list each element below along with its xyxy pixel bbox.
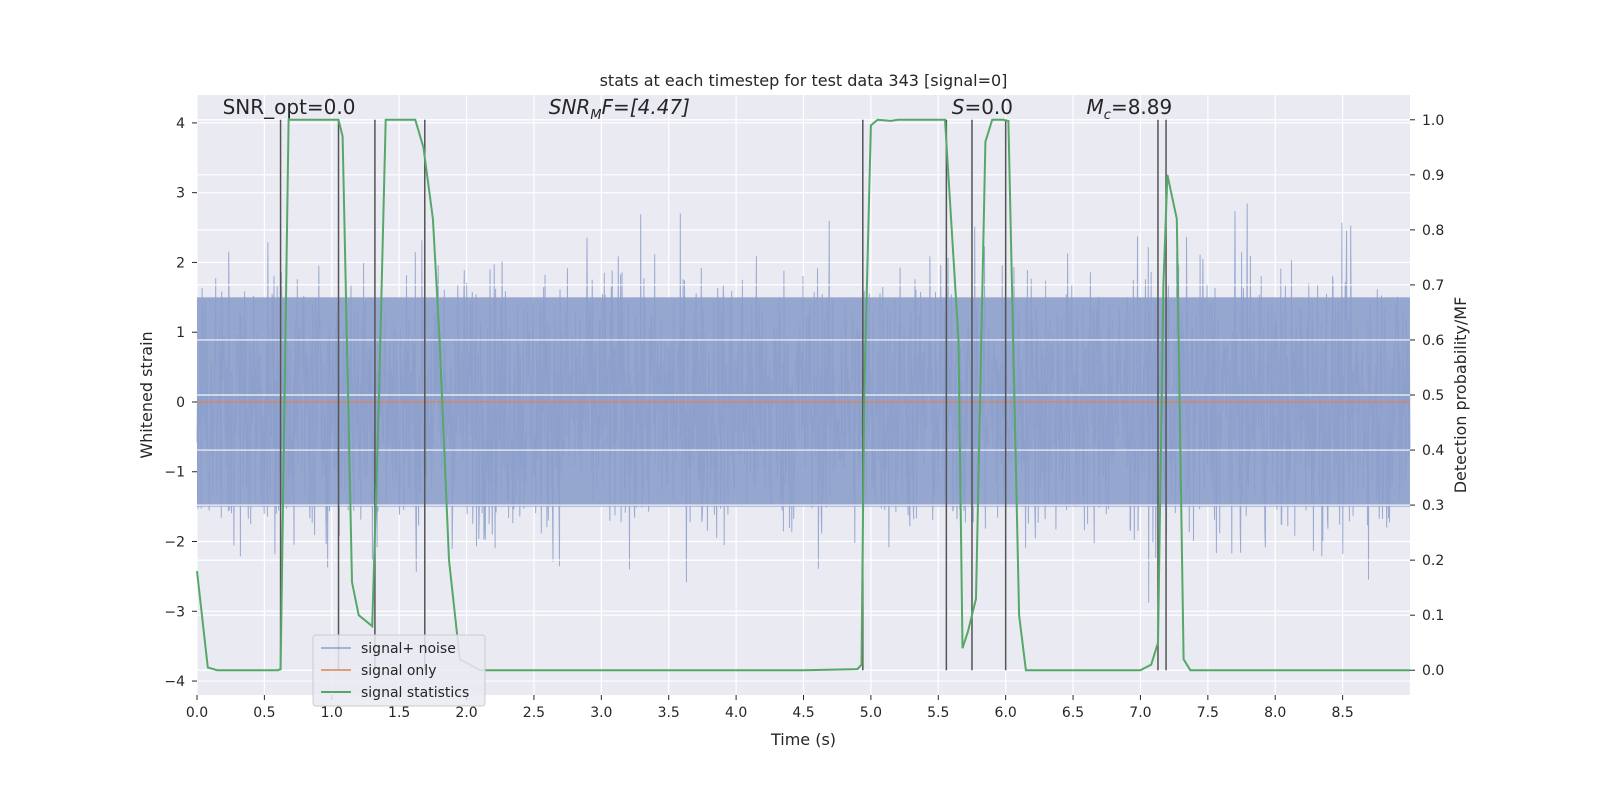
x-tick-label: 1.5 bbox=[388, 705, 410, 721]
signal-statistics-line bbox=[196, 118, 1410, 672]
y2-axis-label: Detection probability/MF bbox=[1451, 297, 1470, 494]
annotation-mc: Mc=8.89 bbox=[1087, 95, 1173, 123]
x-tick-label: 4.5 bbox=[792, 705, 814, 721]
annotation-mc-tail: =8.89 bbox=[1111, 95, 1172, 119]
annotation-snr-opt: SNR_opt=0.0 bbox=[223, 95, 356, 119]
y-tick-label: −1 bbox=[164, 465, 185, 481]
y2-tick-label: 0.4 bbox=[1422, 443, 1444, 459]
y-tick-label: 1 bbox=[176, 325, 185, 341]
x-tick-label: 0.5 bbox=[253, 705, 275, 721]
y-tick-label: 3 bbox=[176, 186, 185, 202]
x-tick-label: 6.0 bbox=[995, 705, 1017, 721]
x-axis-label: Time (s) bbox=[770, 730, 836, 749]
annotation-s-main: S bbox=[952, 95, 965, 119]
series-signal-statistics bbox=[196, 118, 1410, 672]
x-tick-label: 7.5 bbox=[1197, 705, 1219, 721]
x-tick-label: 8.0 bbox=[1264, 705, 1286, 721]
x-tick-label: 5.5 bbox=[927, 705, 949, 721]
y-axis-label: Whitened strain bbox=[137, 331, 156, 458]
y-tick-label: −3 bbox=[164, 604, 185, 620]
y-tick-label: 2 bbox=[176, 255, 185, 271]
legend-label: signal statistics bbox=[361, 685, 469, 701]
x-tick-label: 1.0 bbox=[321, 705, 343, 721]
annotation-s-tail: =0.0 bbox=[964, 95, 1013, 119]
x-tick-label: 3.0 bbox=[590, 705, 612, 721]
chart-title: stats at each timestep for test data 343… bbox=[600, 71, 1008, 90]
annotation-s: S=0.0 bbox=[952, 95, 1013, 119]
y2-tick-label: 0.0 bbox=[1422, 663, 1444, 679]
y2-tick-label: 0.5 bbox=[1422, 388, 1444, 404]
annotation-snr-mf-main: SNR bbox=[549, 95, 591, 119]
y2-tick-label: 0.9 bbox=[1422, 168, 1444, 184]
y-tick-label: 4 bbox=[176, 116, 185, 132]
legend-label: signal+ noise bbox=[361, 641, 456, 657]
legend-box bbox=[312, 634, 486, 707]
x-tick-label: 4.0 bbox=[725, 705, 747, 721]
y-tick-label: 0 bbox=[176, 395, 185, 411]
annotation-snr-mf: SNRMF=[4.47] bbox=[549, 95, 690, 123]
annotation-mc-main: M bbox=[1087, 95, 1104, 119]
axes: 0.0 0.5 1.0 1.5 2.0 2.5 3.0 3.5 4.0 4.5 5.0 5.5 6.0 6… bbox=[164, 113, 1444, 721]
x-tick-label: 8.5 bbox=[1331, 705, 1353, 721]
legend: signal+ noise signal only signal statistic… bbox=[312, 634, 486, 707]
y2-tick-label: 0.6 bbox=[1422, 333, 1444, 349]
y-tick-label: −2 bbox=[164, 535, 185, 551]
x-tick-label: 6.5 bbox=[1062, 705, 1084, 721]
y2-tick-label: 0.1 bbox=[1422, 608, 1444, 624]
y-tick-label: −4 bbox=[164, 674, 185, 690]
annotation-snr-mf-sub: M bbox=[590, 108, 601, 123]
x-tick-label: 0.0 bbox=[186, 705, 208, 721]
x-tick-label: 3.5 bbox=[658, 705, 680, 721]
y2-tick-label: 0.2 bbox=[1422, 553, 1444, 569]
x-tick-label: 7.0 bbox=[1129, 705, 1151, 721]
y2-tick-label: 0.8 bbox=[1422, 223, 1444, 239]
annotation-mc-sub: c bbox=[1104, 108, 1111, 123]
x-tick-label: 2.0 bbox=[455, 705, 477, 721]
y2-tick-label: 1.0 bbox=[1422, 113, 1444, 129]
x-tick-label: 5.0 bbox=[860, 705, 882, 721]
legend-label: signal only bbox=[361, 663, 436, 679]
y2-tick-label: 0.3 bbox=[1422, 498, 1444, 514]
annotation-snr-mf-tail: F=[4.47] bbox=[602, 95, 690, 119]
y2-tick-label: 0.7 bbox=[1422, 278, 1444, 294]
x-tick-label: 2.5 bbox=[523, 705, 545, 721]
